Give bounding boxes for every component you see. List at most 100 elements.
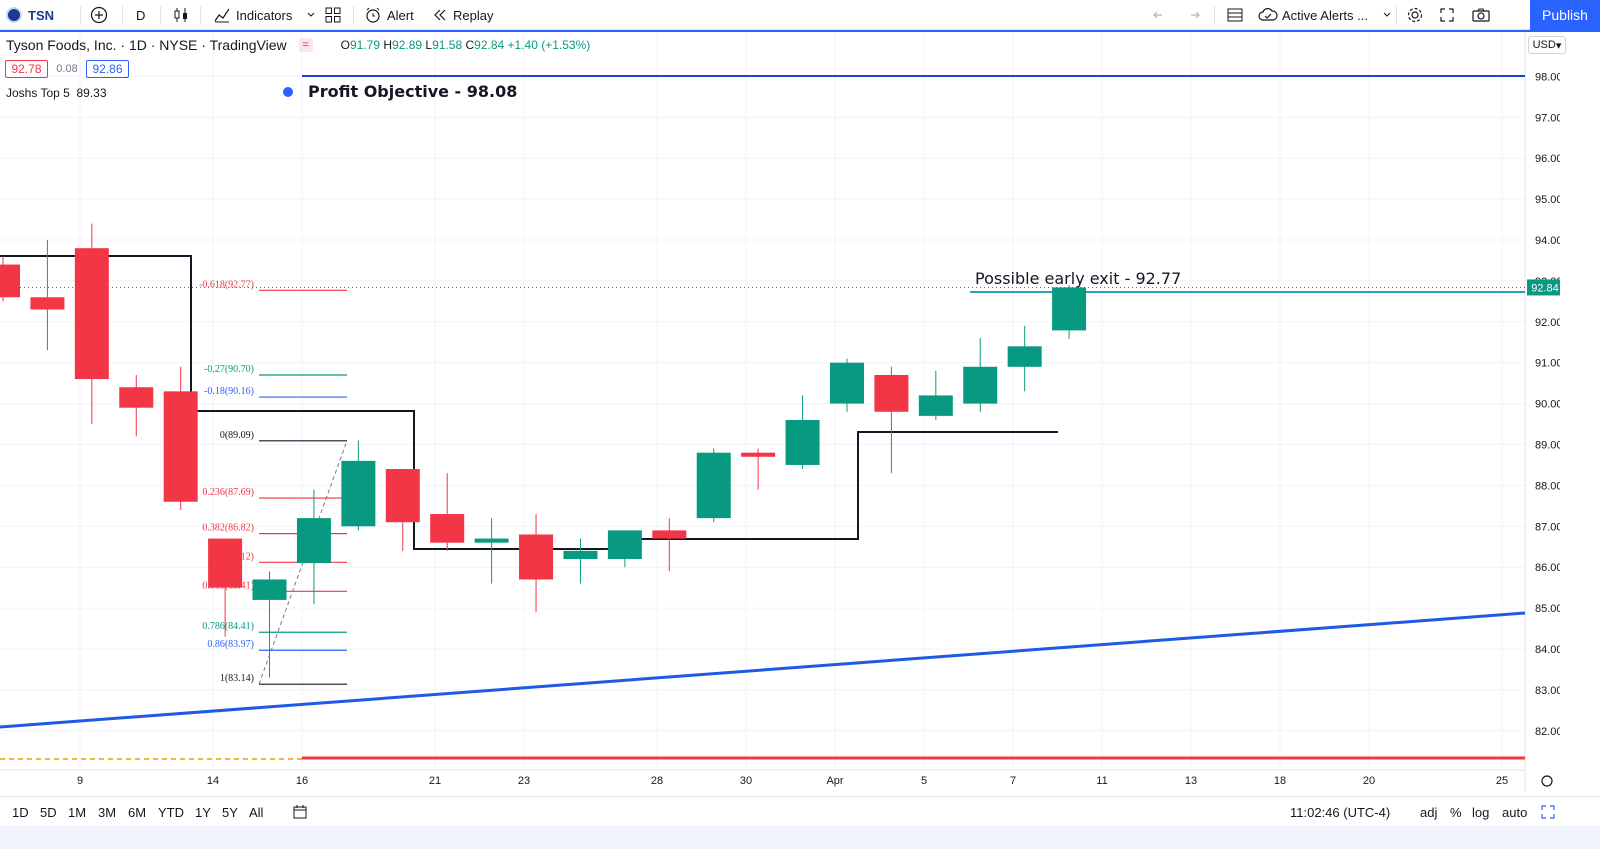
candle-body bbox=[918, 395, 953, 416]
time-tick-label: 7 bbox=[1010, 775, 1016, 787]
symbol-search[interactable]: TSN bbox=[6, 0, 54, 30]
sell-price-box[interactable]: 92.78 bbox=[5, 60, 48, 78]
symbol-logo-icon bbox=[6, 7, 22, 23]
list-icon bbox=[1227, 8, 1243, 22]
candle-body bbox=[0, 264, 20, 298]
fib-level-label: -0.27(90.70) bbox=[204, 364, 254, 375]
candle-body bbox=[741, 452, 776, 457]
fib-level-label: 0.382(86.82) bbox=[202, 523, 254, 534]
time-tick-label: 28 bbox=[651, 775, 663, 787]
cloud-check-icon bbox=[1258, 8, 1278, 21]
bottom-toolbar: 1D 5D 1M 3M 6M YTD 1Y 5Y All 11:02:46 (UTC-4) ad… bbox=[0, 796, 1600, 826]
redo-icon bbox=[1191, 11, 1200, 19]
candle-body bbox=[74, 248, 109, 380]
buy-price-box[interactable]: 92.86 bbox=[86, 60, 129, 78]
time-tick-label: 16 bbox=[296, 775, 308, 787]
time-tick-label: Apr bbox=[826, 775, 843, 787]
early-exit-label: Possible early exit - 92.77 bbox=[975, 269, 1181, 288]
range-button-3m[interactable]: 3M bbox=[98, 804, 117, 820]
candle-body bbox=[208, 538, 243, 588]
indicator-value: 89.33 bbox=[76, 86, 107, 100]
grid-icon bbox=[325, 7, 341, 23]
price-tick-label: 91.00 bbox=[1535, 358, 1560, 370]
price-tick-label: 98.00 bbox=[1535, 71, 1560, 83]
log-toggle[interactable]: log bbox=[1472, 804, 1490, 820]
expand-icon bbox=[1541, 805, 1555, 819]
range-button-all[interactable]: All bbox=[249, 804, 264, 820]
candles-icon bbox=[174, 8, 187, 22]
interval-button[interactable]: D bbox=[136, 0, 145, 30]
alert-label: Alert bbox=[387, 7, 414, 23]
indicator-legend[interactable]: Joshs Top 5 89.33 bbox=[6, 86, 107, 100]
chevron-down-icon bbox=[308, 12, 315, 17]
symbol-label: TSN bbox=[28, 7, 54, 23]
price-chart[interactable]: 98.0097.0096.0095.0094.0093.0092.0091.00… bbox=[0, 32, 1560, 792]
range-button-5d[interactable]: 5D bbox=[40, 804, 57, 820]
plus-circle-icon bbox=[90, 6, 108, 24]
market-status-icon: = bbox=[298, 38, 313, 52]
candle-body bbox=[163, 391, 198, 502]
candle-body bbox=[296, 518, 331, 564]
price-tick-label: 86.00 bbox=[1535, 562, 1560, 574]
candle-body bbox=[519, 534, 554, 580]
profit-objective-label: Profit Objective - 98.08 bbox=[308, 82, 517, 101]
ohlc-values: O91.79 H92.89 L91.58 C92.84 +1.40 (+1.53… bbox=[340, 38, 591, 52]
clock-time[interactable]: 11:02:46 (UTC-4) bbox=[1290, 804, 1391, 820]
time-tick-label: 23 bbox=[518, 775, 530, 787]
range-button-5y[interactable]: 5Y bbox=[222, 804, 238, 820]
percent-toggle[interactable]: % bbox=[1450, 804, 1462, 820]
replay-label: Replay bbox=[453, 7, 494, 23]
candle-body bbox=[474, 538, 509, 543]
candle-body bbox=[563, 550, 598, 560]
range-button-6m[interactable]: 6M bbox=[128, 804, 147, 820]
footer-strip bbox=[0, 826, 1600, 849]
indicators-button[interactable]: Indicators bbox=[213, 0, 316, 30]
reset-scale-button[interactable] bbox=[1540, 797, 1556, 827]
range-button-1d[interactable]: 1D bbox=[12, 804, 29, 820]
time-tick-label: 20 bbox=[1363, 775, 1375, 787]
watchlist-button[interactable] bbox=[1226, 0, 1244, 30]
symbol-title[interactable]: Tyson Foods, Inc. · 1D · NYSE · TradingV… bbox=[6, 37, 287, 53]
currency-selector[interactable]: USD ▾ bbox=[1528, 36, 1566, 54]
fullscreen-button[interactable] bbox=[1439, 0, 1455, 30]
redo-button[interactable] bbox=[1185, 0, 1201, 30]
replay-button[interactable]: Replay bbox=[432, 0, 493, 30]
adj-toggle[interactable]: adj bbox=[1420, 804, 1438, 820]
compare-button[interactable] bbox=[90, 0, 108, 30]
price-tick-label: 96.00 bbox=[1535, 153, 1560, 165]
time-tick-label: 25 bbox=[1496, 775, 1508, 787]
candle-body bbox=[874, 374, 909, 412]
time-tick-label: 9 bbox=[77, 775, 83, 787]
chart-type-button[interactable] bbox=[172, 0, 190, 30]
alert-button[interactable]: Alert bbox=[364, 0, 414, 30]
last-price-tag bbox=[1527, 279, 1560, 296]
settings-button[interactable] bbox=[1406, 0, 1424, 30]
price-tick-label: 94.00 bbox=[1535, 235, 1560, 247]
camera-icon bbox=[1472, 8, 1490, 22]
active-alerts-button[interactable]: Active Alerts ... bbox=[1258, 0, 1392, 30]
price-tick-label: 83.00 bbox=[1535, 685, 1560, 697]
gear-icon bbox=[1407, 7, 1423, 23]
time-tick-label: 21 bbox=[429, 775, 441, 787]
candle-body bbox=[829, 362, 864, 404]
last-price-tag-label: 92.84 bbox=[1531, 282, 1559, 294]
range-button-ytd[interactable]: YTD bbox=[158, 804, 184, 820]
candle-body bbox=[119, 387, 154, 408]
indicators-label: Indicators bbox=[236, 7, 293, 23]
fib-level-label: 0.236(87.69) bbox=[202, 487, 254, 498]
publish-button[interactable]: Publish bbox=[1530, 0, 1600, 30]
time-tick-label: 11 bbox=[1096, 775, 1107, 787]
undo-button[interactable] bbox=[1152, 0, 1168, 30]
range-button-1m[interactable]: 1M bbox=[68, 804, 87, 820]
snapshot-button[interactable] bbox=[1471, 0, 1491, 30]
goto-date-button[interactable] bbox=[292, 797, 308, 827]
trend-line bbox=[0, 611, 1526, 729]
top-toolbar: TSN D Indicators Alert Replay Active Ale… bbox=[0, 0, 1600, 30]
auto-toggle[interactable]: auto bbox=[1502, 804, 1528, 820]
alarm-clock-icon bbox=[366, 7, 380, 23]
range-button-1y[interactable]: 1Y bbox=[195, 804, 211, 820]
layouts-button[interactable] bbox=[325, 0, 341, 30]
time-tick-label: 13 bbox=[1185, 775, 1197, 787]
chevron-down-icon bbox=[1383, 12, 1391, 17]
candle-body bbox=[696, 452, 731, 519]
